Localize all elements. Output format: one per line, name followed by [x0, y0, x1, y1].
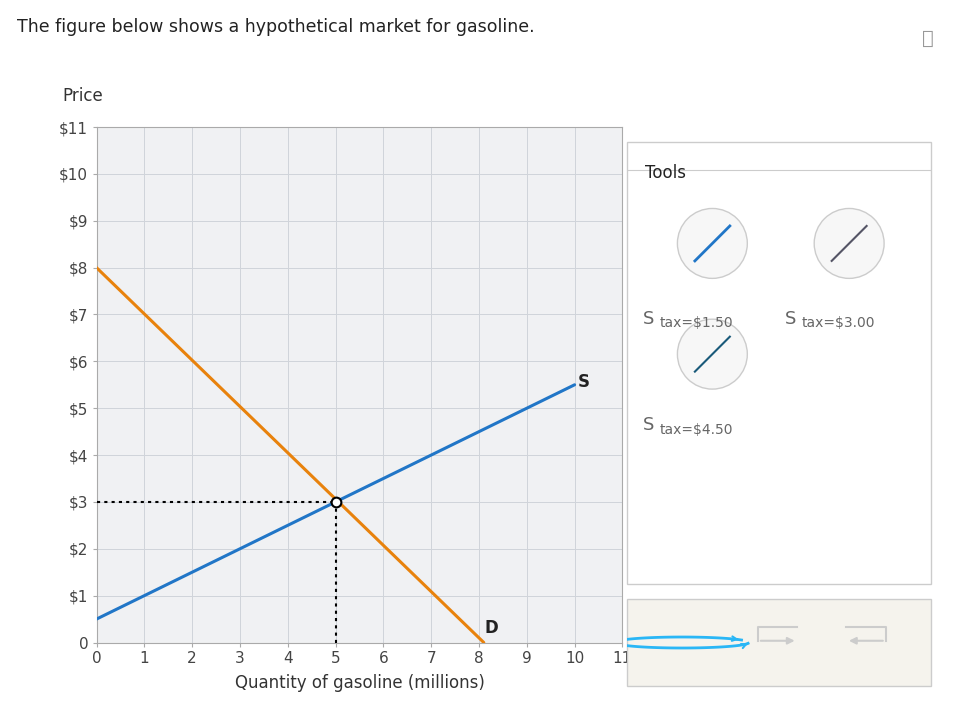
Ellipse shape — [814, 208, 884, 278]
Text: S: S — [643, 310, 654, 328]
Text: The figure below shows a hypothetical market for gasoline.: The figure below shows a hypothetical ma… — [17, 18, 535, 36]
FancyBboxPatch shape — [627, 599, 931, 686]
Text: tax=$1.50: tax=$1.50 — [659, 317, 732, 330]
Ellipse shape — [677, 319, 747, 389]
Text: D: D — [484, 619, 499, 637]
X-axis label: Quantity of gasoline (millions): Quantity of gasoline (millions) — [234, 674, 484, 692]
Text: tax=$4.50: tax=$4.50 — [659, 423, 732, 437]
Text: S: S — [786, 310, 797, 328]
Ellipse shape — [677, 208, 747, 278]
Text: tax=$3.00: tax=$3.00 — [802, 317, 875, 330]
FancyBboxPatch shape — [627, 142, 931, 584]
Text: Tools: Tools — [646, 164, 686, 182]
Text: ⓘ: ⓘ — [923, 29, 934, 48]
Text: S: S — [643, 416, 654, 434]
Text: Price: Price — [63, 87, 103, 105]
Text: S: S — [578, 373, 590, 391]
